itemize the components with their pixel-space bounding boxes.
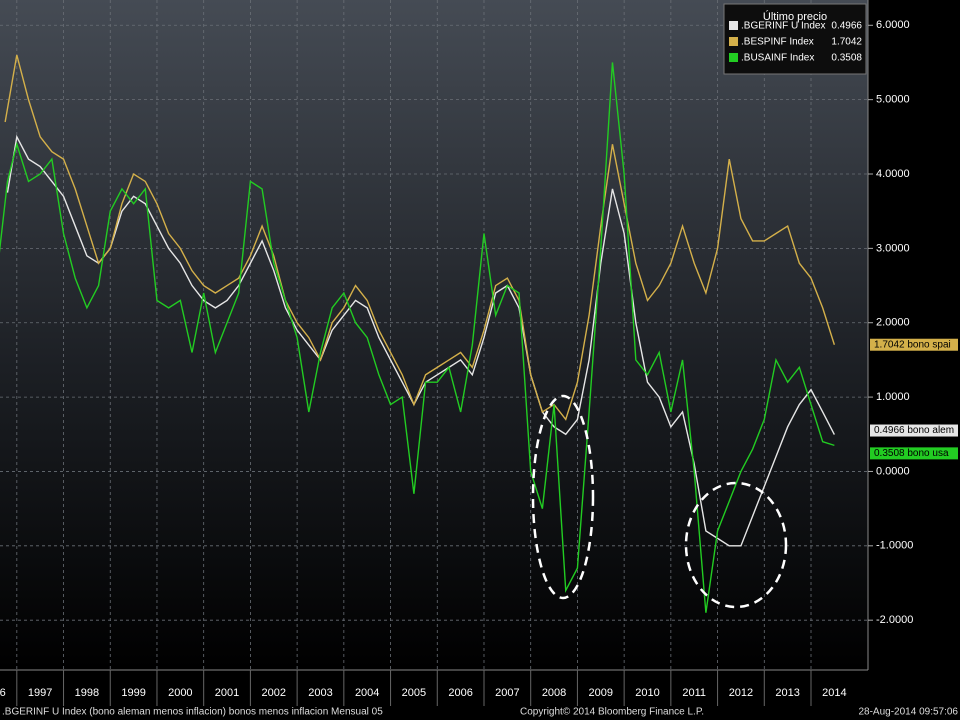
x-tick-label: 1998 — [75, 687, 99, 699]
y-tick-label: -1.0000 — [876, 540, 913, 552]
last-value-tag — [870, 447, 958, 460]
y-tick-label: 6.0000 — [876, 19, 910, 31]
legend-swatch — [729, 37, 738, 46]
x-tick-label: 1999 — [121, 687, 145, 699]
last-value-tag-label: 0.3508 bono usa — [874, 448, 949, 459]
y-tick-label: -2.0000 — [876, 614, 913, 626]
y-tick-label: 4.0000 — [876, 168, 910, 180]
x-tick-label: 2000 — [168, 687, 192, 699]
x-tick-label: 2002 — [262, 687, 286, 699]
last-value-tag-label: 1.7042 bono spai — [874, 339, 951, 350]
legend-value: 0.4966 — [831, 21, 862, 32]
x-tick-label: 2009 — [589, 687, 613, 699]
legend-label: .BGERINF U Index — [741, 21, 825, 32]
legend-value: 1.7042 — [831, 37, 862, 48]
legend-label: .BUSAINF Index — [741, 53, 814, 64]
y-tick-label: 1.0000 — [876, 391, 910, 403]
x-tick-label: 2008 — [542, 687, 566, 699]
y-tick-label: 2.0000 — [876, 317, 910, 329]
y-tick-label: 3.0000 — [876, 242, 910, 254]
x-tick-label: 2001 — [215, 687, 239, 699]
legend-title: Último precio — [763, 10, 827, 23]
x-tick-label: 2011 — [682, 687, 706, 699]
y-tick-label: 5.0000 — [876, 94, 910, 106]
x-tick-label: 1996 — [0, 687, 6, 699]
footer-text: 28-Aug-2014 09:57:06 — [858, 707, 958, 718]
last-value-tag — [870, 424, 958, 437]
legend-swatch — [729, 21, 738, 30]
right-axis-panel — [868, 0, 960, 706]
bottom-axis-panel — [0, 670, 868, 706]
legend-label: .BESPINF Index — [741, 37, 814, 48]
plot-background — [0, 0, 868, 670]
legend-value: 0.3508 — [831, 53, 862, 64]
series-line — [0, 62, 835, 613]
last-value-tag — [870, 338, 958, 351]
footer-text: .BGERINF U Index (bono aleman menos infl… — [2, 707, 383, 718]
x-tick-label: 2010 — [635, 687, 659, 699]
x-tick-label: 2014 — [822, 687, 846, 699]
footer-text: Copyright© 2014 Bloomberg Finance L.P. — [520, 707, 704, 718]
x-tick-label: 2005 — [402, 687, 426, 699]
highlight-ellipse — [531, 394, 595, 600]
y-tick-label: 0.0000 — [876, 465, 910, 477]
last-value-tag-label: 0.4966 bono alem — [874, 425, 954, 436]
series-line — [4, 54, 836, 421]
legend-swatch — [729, 53, 738, 62]
x-tick-label: 2007 — [495, 687, 519, 699]
series-line — [6, 134, 835, 547]
x-tick-label: 2012 — [729, 687, 753, 699]
x-tick-label: 1997 — [28, 687, 52, 699]
x-tick-label: 2006 — [448, 687, 472, 699]
x-tick-label: 2003 — [308, 687, 332, 699]
legend-box — [723, 3, 867, 75]
x-tick-label: 2013 — [775, 687, 799, 699]
x-tick-label: 2004 — [355, 687, 379, 699]
highlight-ellipse — [684, 481, 788, 609]
